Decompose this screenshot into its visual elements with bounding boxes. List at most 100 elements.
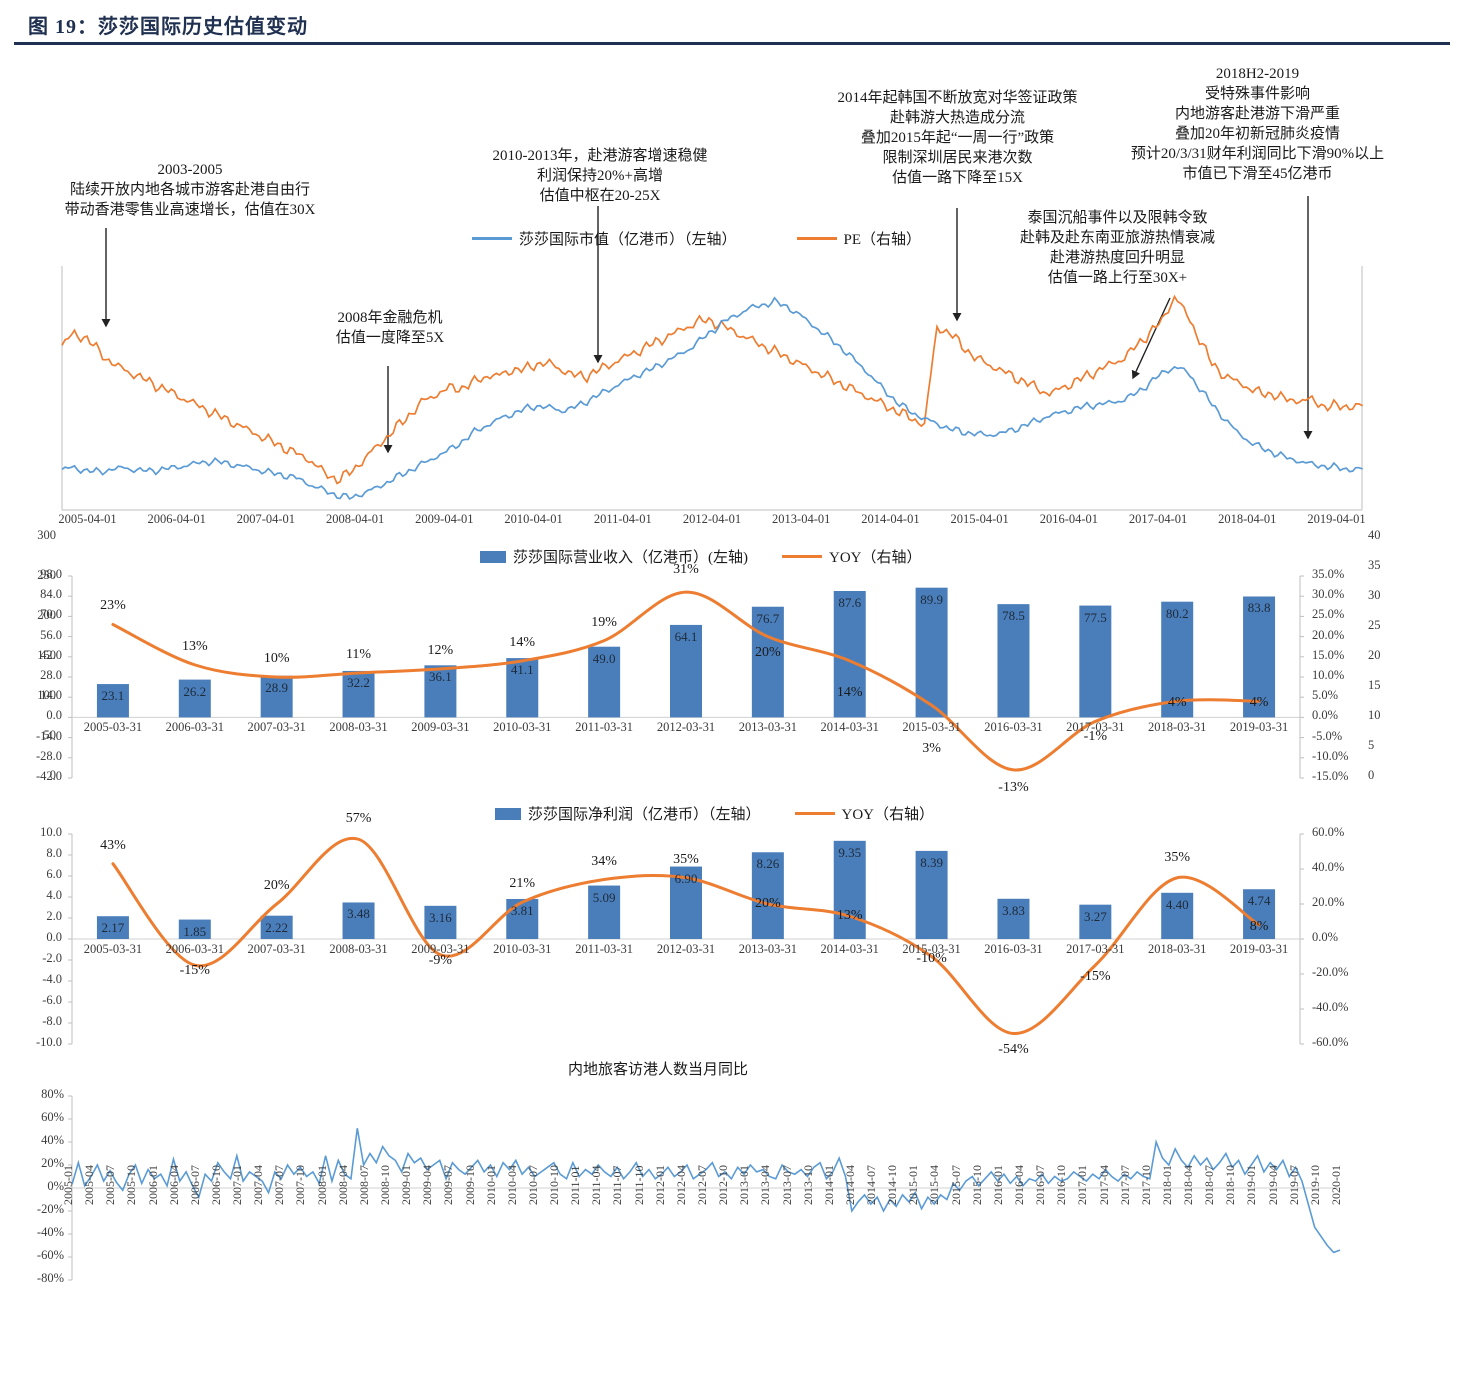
x-axis-tick: 2019-03-31 [1229,942,1289,956]
bar [1243,596,1276,718]
yoy-value-label: 11% [345,646,372,662]
bar-value-label: 36.1 [429,669,452,685]
y-axis-right-tick: -20.0% [1312,965,1349,979]
x-axis-tick: 2007-07 [272,1165,287,1205]
x-axis-tick: 2005-03-31 [83,942,143,956]
x-axis-tick: 2009-04-01 [415,512,474,526]
x-axis-tick: 2018-07 [1202,1165,1217,1205]
y-axis-tick: 0% [47,1179,64,1193]
bar-value-label: 3.27 [1083,908,1107,924]
revenue-chart: 98.0 84.0 70.0 56.0 42.0 28.0 14.0 0.0 -14.0 -28.… [0,562,1464,806]
y-axis-left-tick: 0.0 [46,930,62,944]
y-axis-left-tick: 8.0 [46,846,62,860]
x-axis-tick: 2018-04-01 [1218,512,1277,526]
annotation-line: 带动香港零售业高速增长，估值在30X [64,202,316,218]
annotation-line: 叠加2015年起“一周一行”政策 [860,130,1055,146]
x-axis-tick: 2014-04 [842,1165,857,1205]
x-axis-tick: 2019-01 [1244,1165,1259,1205]
bar [1161,892,1194,939]
y-axis-right-tick: 35.0% [1312,567,1345,581]
annotation-line: 赴港游热度回升明显 [1049,250,1185,266]
bar [833,591,866,718]
yoy-line [111,590,1261,772]
y-axis-right-tick: 30 [1368,588,1381,602]
x-axis-tick: 2017-10 [1138,1165,1153,1205]
y-axis-right-tick: 25 [1368,618,1381,632]
bar-value-label: 3.16 [429,909,452,925]
x-axis-tick: 2017-04 [1096,1165,1111,1205]
netprofit-chart-legend: 莎莎国际净利润（亿港币）（左轴） YOY（右轴） [495,803,934,824]
legend-label: 莎莎国际市值（亿港币）（左轴） [519,232,737,248]
legend-item-netprofit-yoy: YOY（右轴） [794,803,935,824]
annotation-2014-korea-visa: 2014年起韩国不断放宽对华签证政策 赴韩游大热造成分流 叠加2015年起“一周… [795,88,1120,188]
x-axis-tick: 2007-04 [251,1165,266,1205]
y-axis-right-tick: -10.0% [1312,748,1349,763]
x-axis-tick: 2020-01 [1329,1165,1343,1205]
yoy-value-label: 34% [591,853,617,869]
bar-value-label: 5.09 [592,889,616,905]
x-axis-tick: 2015-10 [969,1165,984,1205]
bar-value-label: 26.2 [183,683,207,699]
annotation-line: 赴韩及赴东南亚旅游热情衰减 [1019,230,1215,246]
x-axis-tick: 2005-03-31 [83,720,143,735]
legend-line-icon [782,555,822,558]
x-axis-tick: 2012-07 [695,1165,709,1205]
y-axis-left-tick: 70.0 [40,607,62,622]
yoy-value-label: 13% [181,638,208,654]
annotation-line: 预计20/3/31财年利润同比下滑90%以上 [1130,146,1385,162]
y-axis-right-tick: 10.0% [1312,668,1345,682]
legend-label: 莎莎国际营业收入（亿港币）(左轴) [513,550,748,566]
page-title: 图 19：莎莎国际历史估值变动 [28,16,308,38]
bar [424,665,457,718]
x-axis-tick: 2017-07 [1117,1165,1132,1205]
yoy-value-label: -10% [916,950,947,966]
legend-item-pe: PE（右轴） [796,228,921,249]
x-axis-tick: 2017-03-31 [1066,720,1125,735]
annotation-line: 内地游客赴港游下滑严重 [1174,106,1340,122]
x-axis-tick: 2015-07 [948,1165,963,1205]
annotation-thailand-boat: 泰国沉船事件以及限韩令致 赴韩及赴东南亚旅游热情衰减 赴港游热度回升明显 估值一… [985,208,1250,288]
bar-value-label: 8.26 [756,856,780,872]
bar [670,624,702,718]
x-axis-tick: 2007-01 [230,1165,245,1205]
y-axis-right-tick: 0.0% [1312,930,1339,944]
visitors-line [71,1128,1341,1254]
yoy-value-label: 20% [755,644,781,660]
bar [997,898,1030,939]
x-axis-tick: 2005-04 [82,1165,97,1205]
x-axis-tick: 2016-07 [1033,1165,1048,1205]
y-axis-left-tick: 84.0 [40,587,62,602]
y-axis-left-tick: 98.0 [40,567,62,581]
x-axis-tick: 2016-03-31 [984,942,1043,956]
x-axis-tick: 2009-01 [399,1165,414,1205]
x-axis-tick: 2018-01 [1159,1165,1174,1205]
x-axis-tick: 2015-04-01 [950,512,1009,526]
y-axis-left-tick: -8.0 [42,1014,62,1028]
bar [506,898,539,939]
x-axis-tick: 2011-03-31 [575,720,634,735]
y-axis-left-tick: 0.0 [46,708,62,723]
netprofit-chart: 10.0 8.0 6.0 4.0 2.0 0.0 -2.0 -4.0 -6.0 -8.0 -10.0… [0,811,1464,1076]
legend-item-netprofit: 莎莎国际净利润（亿港币）（左轴） [495,803,761,824]
x-axis-tick: 2009-03-31 [411,720,470,735]
y-axis-left-tick: -10.0 [35,1035,62,1049]
bar [260,675,293,718]
bar-value-label: 89.9 [920,591,943,607]
y-axis-left-tick: 150 [37,648,56,662]
y-axis-left-tick: 42.0 [40,647,62,662]
annotation-2018h2-2019: 2018H2-2019 受特殊事件影响 内地游客赴港游下滑严重 叠加20年初新冠… [1105,64,1410,184]
x-axis-tick: 2015-04 [927,1165,942,1205]
x-axis-tick: 2014-01 [821,1165,836,1205]
legend-label: YOY（右轴） [841,807,935,823]
x-axis-tick: 2014-07 [864,1165,879,1205]
x-axis-tick: 2012-03-31 [656,942,716,956]
y-axis-left-tick: 100 [37,688,56,702]
y-axis-right-tick: 15.0% [1312,647,1345,662]
x-axis-tick: 2017-04-01 [1128,512,1188,526]
annotation-line: 2008年金融危机 [337,310,443,326]
bar-value-label: 64.1 [674,628,698,644]
legend-item-revenue: 莎莎国际营业收入（亿港币）(左轴) [480,546,748,567]
x-axis-tick: 2010-03-31 [493,942,552,956]
x-axis-tick: 2013-10 [800,1165,815,1205]
x-axis-tick: 2009-07 [441,1165,456,1205]
